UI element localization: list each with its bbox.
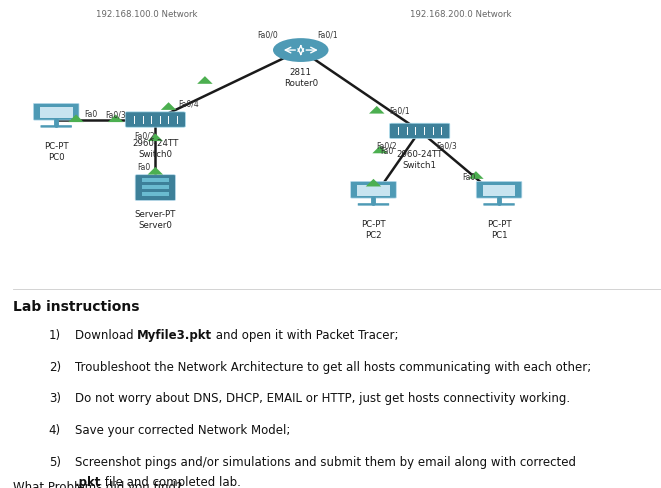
Text: 2960-24TT
Switch1: 2960-24TT Switch1	[397, 150, 443, 170]
Text: Fa0: Fa0	[85, 110, 98, 119]
Text: 2): 2)	[49, 360, 61, 373]
FancyBboxPatch shape	[357, 185, 390, 197]
FancyBboxPatch shape	[141, 179, 169, 182]
Text: PC-PT
PC1: PC-PT PC1	[486, 220, 512, 240]
Text: Myfile3.pkt: Myfile3.pkt	[137, 328, 212, 341]
FancyBboxPatch shape	[483, 204, 515, 206]
Circle shape	[273, 39, 329, 63]
FancyBboxPatch shape	[141, 186, 169, 189]
Text: 5): 5)	[49, 455, 61, 468]
FancyBboxPatch shape	[350, 182, 396, 199]
Polygon shape	[197, 77, 213, 84]
Polygon shape	[68, 115, 84, 123]
FancyBboxPatch shape	[390, 124, 449, 139]
Text: Save your corrected Network Model;: Save your corrected Network Model;	[75, 424, 290, 436]
Text: 2960-24TT
Switch0: 2960-24TT Switch0	[132, 139, 178, 159]
Text: Server-PT
Server0: Server-PT Server0	[135, 209, 176, 229]
Text: Fa0/1: Fa0/1	[389, 106, 410, 115]
FancyBboxPatch shape	[483, 185, 516, 197]
Text: PC-PT
PC0: PC-PT PC0	[44, 142, 69, 162]
Polygon shape	[161, 103, 176, 111]
Text: Fa0/2: Fa0/2	[376, 141, 397, 150]
Text: Fa0/2: Fa0/2	[134, 131, 155, 141]
Polygon shape	[108, 115, 124, 123]
FancyBboxPatch shape	[135, 175, 175, 201]
Text: 1): 1)	[49, 328, 61, 341]
Polygon shape	[372, 146, 388, 154]
Text: Fa0: Fa0	[137, 163, 151, 171]
Text: Download: Download	[75, 328, 137, 341]
Text: Lab instructions: Lab instructions	[13, 300, 139, 313]
Polygon shape	[369, 107, 385, 114]
Text: .pkt: .pkt	[75, 475, 101, 488]
Polygon shape	[468, 172, 484, 180]
Polygon shape	[147, 167, 163, 175]
Text: Fa0: Fa0	[380, 147, 393, 156]
Text: 192.168.200.0 Network: 192.168.200.0 Network	[410, 10, 512, 19]
Text: What Problems did you find?: What Problems did you find?	[13, 480, 182, 488]
Text: file and completed lab.: file and completed lab.	[101, 475, 241, 488]
Text: Fa0: Fa0	[463, 172, 476, 182]
Text: Fa0/4: Fa0/4	[178, 99, 199, 108]
Text: Screenshot pings and/or simulations and submit them by email along with correcte: Screenshot pings and/or simulations and …	[75, 455, 576, 468]
Text: 3): 3)	[49, 392, 61, 405]
Polygon shape	[366, 180, 381, 187]
Text: Fa0/3: Fa0/3	[105, 110, 126, 119]
Polygon shape	[147, 134, 163, 142]
Text: Fa0/1: Fa0/1	[317, 31, 338, 40]
FancyBboxPatch shape	[141, 193, 169, 197]
FancyBboxPatch shape	[358, 204, 389, 206]
Text: PC-PT
PC2: PC-PT PC2	[361, 220, 386, 240]
Text: 192.168.100.0 Network: 192.168.100.0 Network	[96, 10, 198, 19]
FancyBboxPatch shape	[34, 104, 79, 121]
Text: 4): 4)	[49, 424, 61, 436]
Text: Fa0/0: Fa0/0	[257, 31, 278, 40]
Text: Troubleshoot the Network Architecture to get all hosts communicating with each o: Troubleshoot the Network Architecture to…	[75, 360, 591, 373]
Text: 2811
Router0: 2811 Router0	[284, 68, 318, 88]
Text: Fa0/3: Fa0/3	[436, 141, 457, 150]
Text: and open it with Packet Tracer;: and open it with Packet Tracer;	[212, 328, 399, 341]
FancyBboxPatch shape	[40, 126, 72, 128]
FancyBboxPatch shape	[477, 182, 522, 199]
FancyBboxPatch shape	[125, 113, 185, 128]
Text: Do not worry about DNS, DHCP, EMAIL or HTTP, just get hosts connectivity working: Do not worry about DNS, DHCP, EMAIL or H…	[75, 392, 570, 405]
FancyBboxPatch shape	[40, 108, 73, 119]
